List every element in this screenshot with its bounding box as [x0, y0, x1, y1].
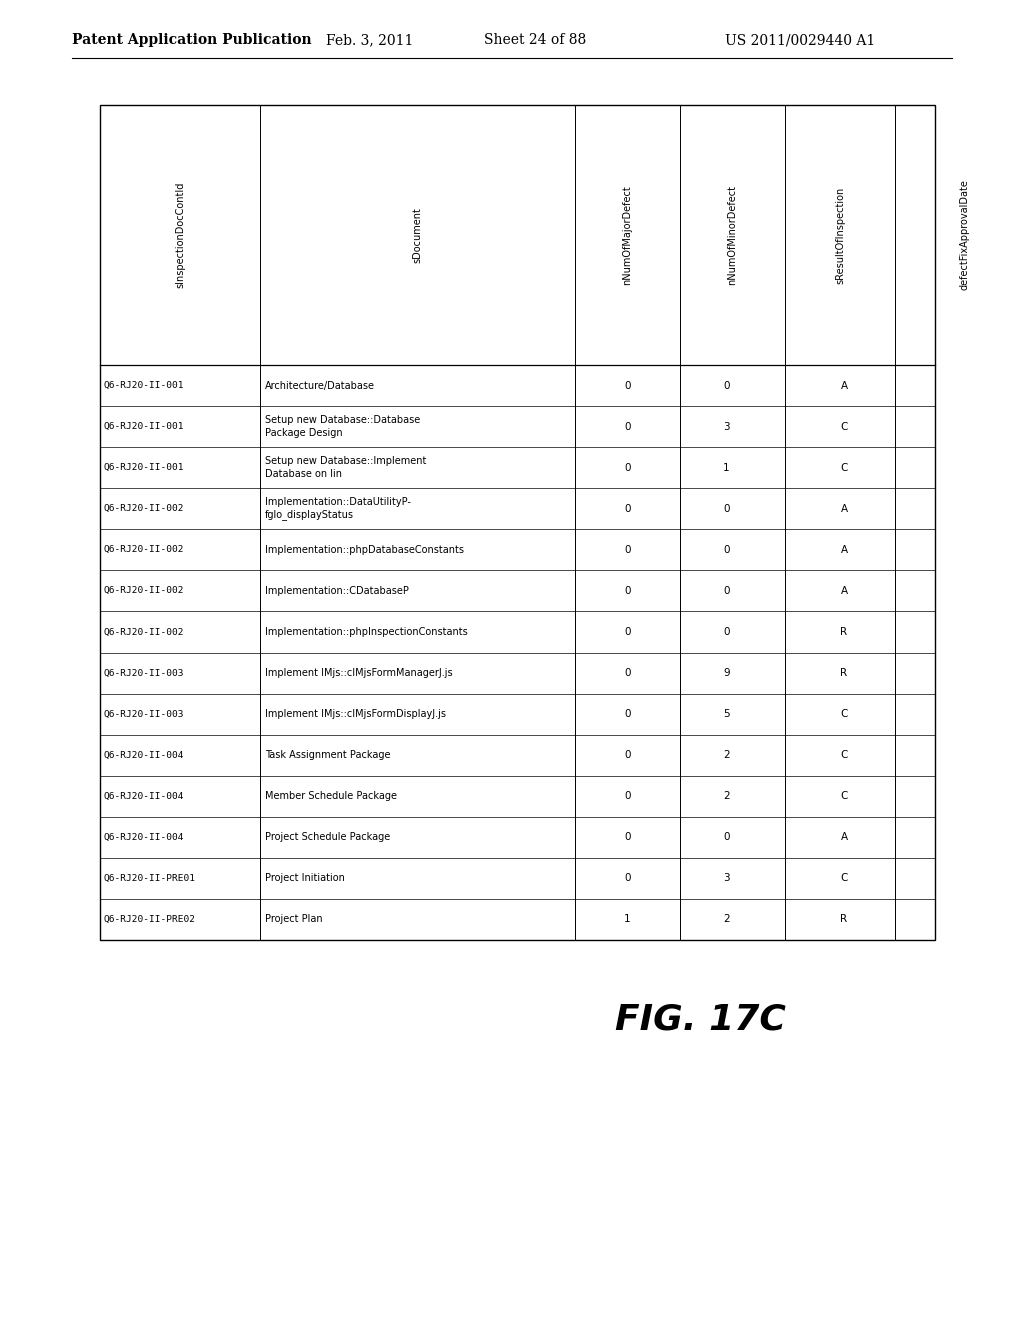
Text: 0: 0 [723, 380, 730, 391]
Text: Q6-RJ20-II-004: Q6-RJ20-II-004 [104, 833, 184, 842]
Text: 0: 0 [723, 545, 730, 554]
Text: C: C [841, 791, 848, 801]
Text: sDocument: sDocument [413, 207, 423, 263]
Text: A: A [841, 545, 848, 554]
Text: Q6-RJ20-II-004: Q6-RJ20-II-004 [104, 792, 184, 801]
Text: 3: 3 [723, 874, 730, 883]
Text: Implement IMjs::cIMjsFormDisplayJ.js: Implement IMjs::cIMjsFormDisplayJ.js [265, 709, 446, 719]
Text: A: A [841, 380, 848, 391]
Text: US 2011/0029440 A1: US 2011/0029440 A1 [725, 33, 876, 48]
Text: Q6-RJ20-II-002: Q6-RJ20-II-002 [104, 586, 184, 595]
Text: Q6-RJ20-II-004: Q6-RJ20-II-004 [104, 751, 184, 760]
Text: Q6-RJ20-II-001: Q6-RJ20-II-001 [104, 463, 184, 473]
Text: R: R [841, 668, 848, 678]
Text: 5: 5 [723, 709, 730, 719]
Text: C: C [841, 874, 848, 883]
Text: Patent Application Publication: Patent Application Publication [72, 33, 311, 48]
Text: Q6-RJ20-II-002: Q6-RJ20-II-002 [104, 627, 184, 636]
Text: Q6-RJ20-II-003: Q6-RJ20-II-003 [104, 668, 184, 677]
Text: sResultOfInspection: sResultOfInspection [835, 186, 845, 284]
Text: 2: 2 [723, 915, 730, 924]
Text: nNumOfMinorDefect: nNumOfMinorDefect [727, 185, 737, 285]
Text: C: C [841, 421, 848, 432]
Text: 0: 0 [625, 627, 631, 638]
Text: sInspectionDocContId: sInspectionDocContId [175, 182, 185, 288]
Text: Architecture/Database: Architecture/Database [265, 380, 375, 391]
Text: 0: 0 [723, 833, 730, 842]
Text: 0: 0 [625, 709, 631, 719]
Text: Q6-RJ20-II-001: Q6-RJ20-II-001 [104, 381, 184, 389]
Text: 0: 0 [625, 545, 631, 554]
Text: 0: 0 [625, 668, 631, 678]
Text: 0: 0 [625, 750, 631, 760]
Text: 0: 0 [625, 874, 631, 883]
Text: R: R [841, 915, 848, 924]
Text: 0: 0 [625, 504, 631, 513]
Text: 0: 0 [625, 791, 631, 801]
Text: 1: 1 [723, 463, 730, 473]
Text: R: R [841, 627, 848, 638]
Text: FIG. 17C: FIG. 17C [614, 1003, 785, 1038]
Text: Implementation::phpDatabaseConstants: Implementation::phpDatabaseConstants [265, 545, 464, 554]
Text: Q6-RJ20-II-001: Q6-RJ20-II-001 [104, 422, 184, 432]
Text: nNumOfMajorDefect: nNumOfMajorDefect [623, 185, 633, 285]
Text: 0: 0 [625, 586, 631, 595]
Text: 0: 0 [625, 380, 631, 391]
Text: 0: 0 [625, 463, 631, 473]
Text: 0: 0 [723, 586, 730, 595]
Text: Setup new Database::Database
Package Design: Setup new Database::Database Package Des… [265, 416, 420, 438]
Text: Project Initiation: Project Initiation [265, 874, 345, 883]
Text: Implementation::CDatabaseP: Implementation::CDatabaseP [265, 586, 409, 595]
Text: A: A [841, 504, 848, 513]
Text: Project Plan: Project Plan [265, 915, 323, 924]
Text: Sheet 24 of 88: Sheet 24 of 88 [484, 33, 586, 48]
Text: 1: 1 [625, 915, 631, 924]
Text: Q6-RJ20-II-PRE01: Q6-RJ20-II-PRE01 [104, 874, 196, 883]
Text: Project Schedule Package: Project Schedule Package [265, 833, 390, 842]
Text: Implementation::phpInspectionConstants: Implementation::phpInspectionConstants [265, 627, 468, 638]
Text: C: C [841, 750, 848, 760]
Bar [100, 106, 935, 940]
Text: 0: 0 [625, 421, 631, 432]
Text: 9: 9 [723, 668, 730, 678]
Text: Setup new Database::Implement
Database on lin: Setup new Database::Implement Database o… [265, 457, 426, 479]
Text: Q6-RJ20-II-PRE02: Q6-RJ20-II-PRE02 [104, 915, 196, 924]
Text: Q6-RJ20-II-002: Q6-RJ20-II-002 [104, 545, 184, 554]
Text: C: C [841, 463, 848, 473]
Text: A: A [841, 833, 848, 842]
Text: Member Schedule Package: Member Schedule Package [265, 791, 397, 801]
Text: Feb. 3, 2011: Feb. 3, 2011 [327, 33, 414, 48]
Text: Q6-RJ20-II-003: Q6-RJ20-II-003 [104, 710, 184, 718]
Text: Implementation::DataUtilityP-
fglo_displayStatus: Implementation::DataUtilityP- fglo_displ… [265, 498, 411, 520]
Text: 0: 0 [625, 833, 631, 842]
Text: 2: 2 [723, 791, 730, 801]
Text: Task Assignment Package: Task Assignment Package [265, 750, 390, 760]
Text: 0: 0 [723, 504, 730, 513]
Text: C: C [841, 709, 848, 719]
Text: 2: 2 [723, 750, 730, 760]
Text: A: A [841, 586, 848, 595]
Text: Q6-RJ20-II-002: Q6-RJ20-II-002 [104, 504, 184, 513]
Text: defectFixApprovalDate: defectFixApprovalDate [961, 180, 970, 290]
Text: Implement IMjs::cIMjsFormManagerJ.js: Implement IMjs::cIMjsFormManagerJ.js [265, 668, 453, 678]
Text: 0: 0 [723, 627, 730, 638]
Text: 3: 3 [723, 421, 730, 432]
